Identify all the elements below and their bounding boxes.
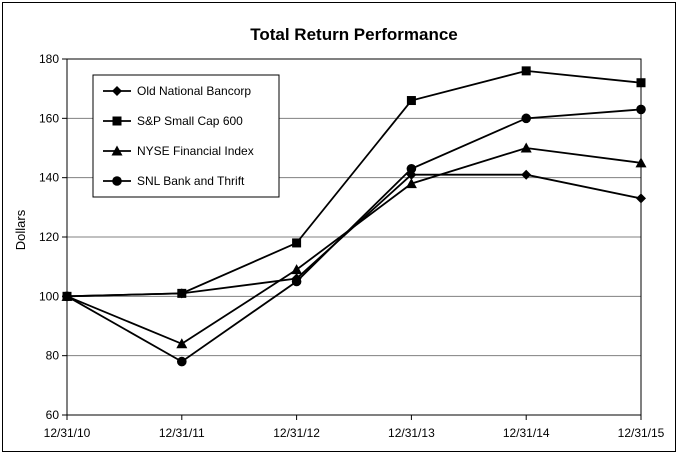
chart-title: Total Return Performance [250,25,458,44]
legend-marker [112,176,122,186]
data-point [62,291,72,302]
legend-item: S&P Small Cap 600 [103,114,243,128]
data-point [520,142,532,153]
legend-label: SNL Bank and Thrift [137,174,245,188]
data-point [292,238,302,248]
legend-label: Old National Bancorp [137,84,251,98]
data-point [176,338,188,349]
data-point [177,356,187,367]
y-axis-label: Dollars [13,209,28,250]
y-tick-label: 80 [46,349,60,363]
x-tick-label: 12/31/14 [503,426,550,440]
x-tick-label: 12/31/12 [273,426,320,440]
y-tick-label: 120 [39,230,59,244]
data-point [521,113,531,124]
y-tick-label: 160 [39,111,59,125]
data-point [405,178,417,189]
data-point [406,96,416,106]
legend-item: Old National Bancorp [103,84,251,98]
y-tick-label: 140 [39,171,59,185]
series-line [66,69,642,298]
chart-frame: Total Return Performance Dollars 60 80 100… [2,2,676,452]
data-point [635,157,647,168]
x-tick-label: 12/31/15 [618,426,665,440]
series-line [66,147,642,345]
data-point [636,193,646,204]
x-tick-label: 12/31/11 [159,426,205,440]
plot-area [66,58,642,416]
legend: Old National Bancorp S&P Small Cap 600 NYS… [92,74,280,198]
legend-item: SNL Bank and Thrift [103,174,245,188]
y-tick-label: 60 [46,408,60,422]
data-point [177,288,187,298]
y-tick-label: 100 [39,289,59,303]
x-tick-label: 12/31/10 [44,426,91,440]
data-point [521,66,531,76]
legend-item: NYSE Financial Index [103,144,254,158]
data-point [636,78,646,88]
series-lines [61,66,647,367]
legend-label: S&P Small Cap 600 [137,114,243,128]
data-point [406,163,417,174]
data-point [291,276,302,287]
legend-label: NYSE Financial Index [137,144,254,158]
series-line [66,108,642,363]
legend-marker [112,116,122,126]
legend-marker [111,145,123,156]
x-tick-label: 12/31/13 [388,426,435,440]
y-tick-label: 180 [39,52,59,66]
axes: 60 80 100 120 140 160 180 12/31/10 12/31/11 12/31… [39,52,665,440]
data-point [521,169,532,180]
legend-marker [112,86,122,96]
data-point [636,104,646,115]
line-chart: Total Return Performance Dollars 60 80 100… [13,25,665,440]
data-point [291,264,303,275]
series-circle [62,104,646,367]
legend-box [92,74,280,198]
